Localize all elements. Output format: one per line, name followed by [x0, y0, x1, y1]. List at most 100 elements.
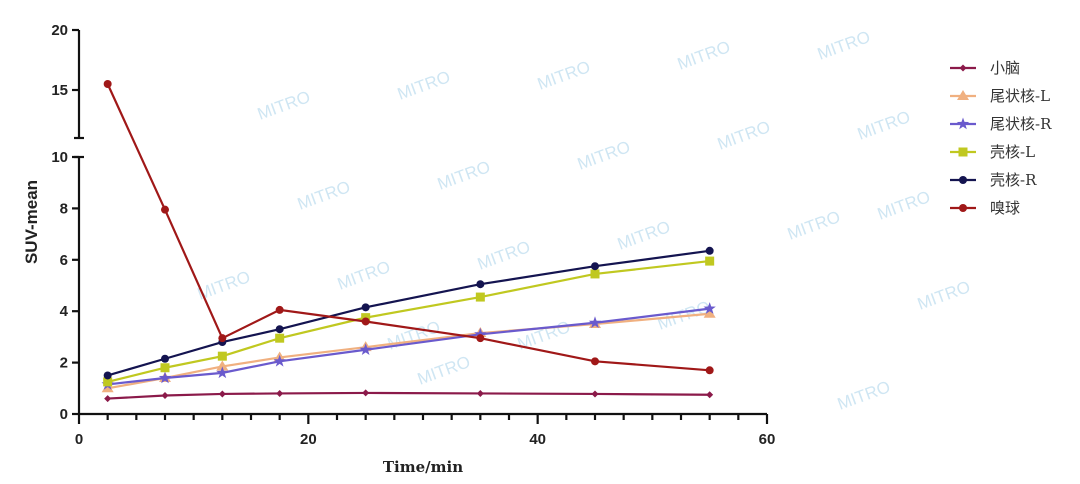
data-point [158, 371, 172, 384]
legend-marker [959, 204, 967, 212]
watermark-text: MITRO [815, 27, 873, 64]
data-point [475, 292, 485, 302]
watermark-text: MITRO [515, 317, 573, 354]
data-point [216, 360, 229, 371]
data-point [588, 316, 602, 328]
watermark-text: MITRO [475, 237, 533, 274]
data-point [161, 354, 169, 363]
x-tick-label: 20 [300, 431, 317, 448]
y-tick-label: 6 [60, 252, 68, 269]
y-tick-label: 20 [51, 22, 68, 39]
data-point [216, 366, 229, 379]
series-3 [103, 256, 715, 387]
watermark-text: MITRO [915, 277, 973, 314]
data-point [705, 366, 714, 375]
y-tick-label: 15 [51, 82, 68, 99]
data-point [362, 389, 370, 397]
watermark-text: MITRO [715, 117, 773, 154]
plot-area [101, 80, 716, 403]
data-point [273, 354, 286, 367]
data-point [705, 256, 715, 266]
data-point [103, 80, 112, 88]
series-line [107, 249, 710, 377]
data-point [160, 363, 170, 373]
data-point [703, 302, 716, 314]
legend-marker [959, 176, 967, 184]
legend-marker [959, 64, 967, 72]
data-point [474, 327, 487, 340]
data-point [276, 389, 284, 397]
data-point [476, 389, 484, 397]
data-point [217, 351, 227, 361]
legend-label: 壳核-R [990, 171, 1037, 189]
data-point [218, 390, 226, 398]
series-line [107, 307, 710, 386]
series-4 [103, 246, 714, 380]
data-point [590, 269, 600, 279]
x-tick-label: 0 [75, 431, 83, 448]
legend-label: 尾状核-R [990, 115, 1052, 133]
legend-label: 尾状核-L [990, 87, 1050, 105]
data-point [103, 377, 113, 387]
x-tick-label: 40 [529, 431, 546, 448]
data-point [703, 307, 716, 318]
legend-item: 壳核-L [950, 143, 1035, 161]
data-point [476, 334, 485, 343]
watermark-text: MITRO [835, 377, 893, 414]
watermark-text: MITRO [435, 157, 493, 194]
data-point [705, 246, 714, 255]
watermark-text: MITRO [875, 187, 933, 224]
watermark-text: MITRO [415, 352, 473, 389]
data-point [161, 391, 169, 399]
watermark-text: MITRO [385, 317, 443, 354]
y-tick-label: 10 [51, 149, 68, 166]
data-point [104, 395, 112, 403]
data-point [161, 205, 169, 214]
y-tick-label: 0 [60, 406, 68, 423]
data-point [476, 280, 485, 289]
watermark-text: MITRO [575, 137, 633, 174]
series-line [106, 83, 710, 372]
watermark-text: MITRO [675, 37, 733, 74]
y-tick-label: 8 [60, 200, 68, 217]
watermark-text: MITRO [395, 67, 453, 104]
x-axis-label: Time/min [383, 458, 463, 476]
series-2 [101, 302, 716, 390]
legend-item: 嗅球 [950, 199, 1020, 217]
data-point [103, 371, 112, 380]
legend-marker [957, 90, 969, 100]
y-tick-label: 2 [60, 355, 68, 372]
watermark-text: MITRO [615, 217, 673, 254]
series-line [107, 312, 710, 390]
data-point [591, 357, 599, 366]
data-point [706, 391, 714, 399]
legend-label: 小脑 [990, 59, 1020, 77]
data-point [275, 305, 284, 314]
legend-item: 小脑 [950, 59, 1020, 77]
y-axis-label: SUV-mean [22, 180, 41, 264]
legend-item: 尾状核-R [950, 115, 1052, 133]
legend-marker [958, 147, 968, 157]
watermark-text: MITRO [255, 87, 313, 124]
data-point [591, 390, 599, 398]
series-0 [104, 389, 714, 403]
data-point [359, 343, 372, 355]
data-point [101, 382, 114, 393]
data-point [361, 317, 370, 326]
series-line [107, 259, 710, 383]
data-point [361, 303, 370, 312]
series-line [107, 391, 710, 400]
legend-item: 尾状核-L [950, 87, 1050, 105]
watermark-text: MITRO [785, 207, 843, 244]
legend-item: 壳核-R [950, 171, 1037, 189]
x-tick-label: 60 [759, 431, 776, 448]
data-point [591, 262, 599, 271]
watermark-text: MITRO [295, 177, 353, 214]
data-point [275, 333, 285, 343]
watermark-text: MITRO [855, 107, 913, 144]
data-point [275, 325, 284, 334]
axes: 0 20 40 60 0 2 4 6 8 10 15 20 [51, 22, 775, 448]
